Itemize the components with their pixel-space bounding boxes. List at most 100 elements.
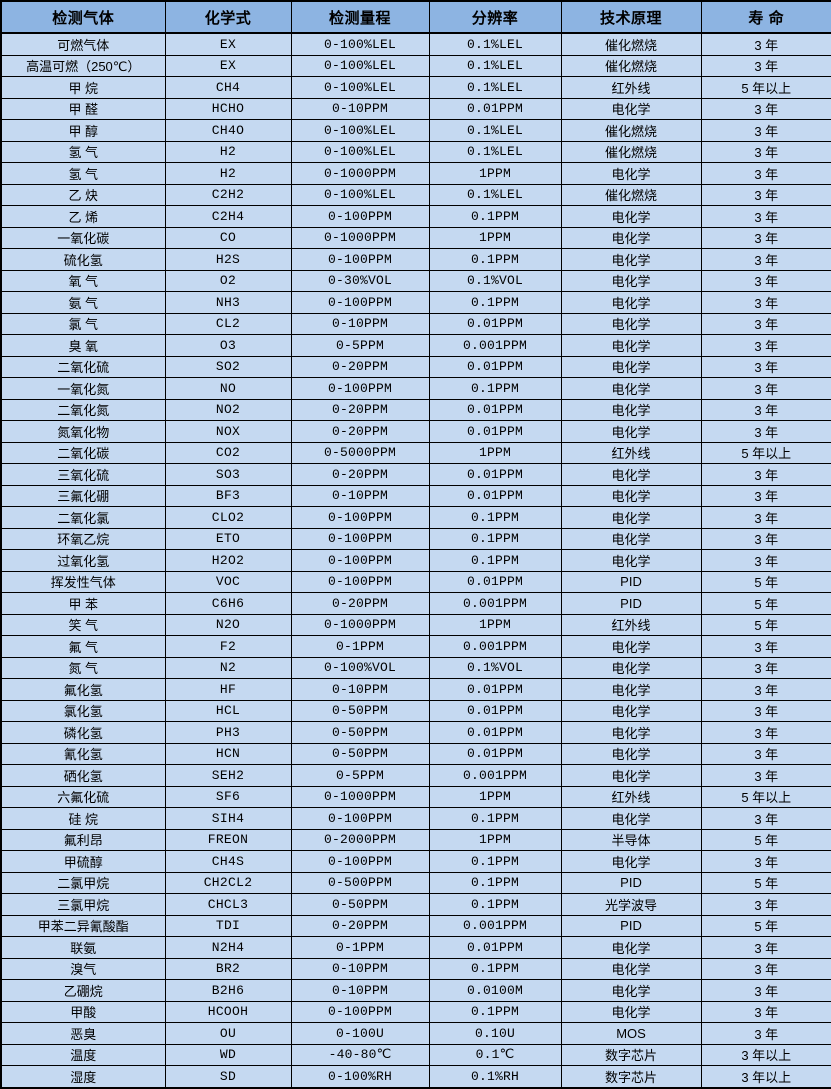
table-body: 可燃气体 EX 0-100%LEL 0.1%LEL 催化燃烧 3 年高温可燃（250℃） E… xyxy=(0,32,831,1089)
cell-range: 0-50PPM xyxy=(290,699,430,722)
cell-life: 5 年 xyxy=(700,914,831,937)
table-row: 湿度 SD 0-100%RH 0.1%RH 数字芯片 3 年以上 xyxy=(0,1065,831,1089)
cell-tech: 红外线 xyxy=(560,441,702,464)
cell-res: 0.1PPM xyxy=(428,893,562,916)
cell-life: 3 年 xyxy=(700,32,831,56)
table-row: 溴气 BR2 0-10PPM 0.1PPM 电化学 3 年 xyxy=(0,957,831,980)
cell-form: SO2 xyxy=(164,355,292,378)
cell-tech: 电化学 xyxy=(560,226,702,249)
cell-gas: 磷化氢 xyxy=(0,721,166,744)
cell-life: 5 年 xyxy=(700,828,831,851)
cell-gas: 乙 炔 xyxy=(0,183,166,206)
cell-range: 0-100PPM xyxy=(290,205,430,228)
table-row: 二氧化硫 SO2 0-20PPM 0.01PPM 电化学 3 年 xyxy=(0,355,831,378)
cell-res: 0.01PPM xyxy=(428,699,562,722)
cell-res: 1PPM xyxy=(428,226,562,249)
cell-form: B2H6 xyxy=(164,979,292,1002)
table-row: 氨 气 NH3 0-100PPM 0.1PPM 电化学 3 年 xyxy=(0,291,831,314)
cell-tech: 电化学 xyxy=(560,807,702,830)
cell-form: CLO2 xyxy=(164,506,292,529)
cell-range: 0-100PPM xyxy=(290,1000,430,1023)
cell-tech: 电化学 xyxy=(560,936,702,959)
cell-res: 0.001PPM xyxy=(428,592,562,615)
table-row: 氮氧化物 NOX 0-20PPM 0.01PPM 电化学 3 年 xyxy=(0,420,831,443)
cell-life: 3 年 xyxy=(700,269,831,292)
cell-res: 0.01PPM xyxy=(428,420,562,443)
cell-tech: 电化学 xyxy=(560,549,702,572)
cell-form: CHCL3 xyxy=(164,893,292,916)
cell-tech: 电化学 xyxy=(560,334,702,357)
table-row: 六氟化硫 SF6 0-1000PPM 1PPM 红外线 5 年以上 xyxy=(0,785,831,808)
cell-res: 0.01PPM xyxy=(428,398,562,421)
cell-res: 0.1%LEL xyxy=(428,119,562,142)
column-header-technology: 技术原理 xyxy=(560,0,702,34)
cell-res: 0.1PPM xyxy=(428,248,562,271)
cell-gas: 过氧化氢 xyxy=(0,549,166,572)
cell-range: 0-20PPM xyxy=(290,398,430,421)
cell-range: 0-10PPM xyxy=(290,312,430,335)
cell-res: 1PPM xyxy=(428,785,562,808)
cell-res: 0.01PPM xyxy=(428,936,562,959)
cell-gas: 氯化氢 xyxy=(0,699,166,722)
cell-res: 0.1%RH xyxy=(428,1065,562,1089)
cell-range: 0-20PPM xyxy=(290,463,430,486)
cell-tech: 电化学 xyxy=(560,742,702,765)
cell-gas: 乙 烯 xyxy=(0,205,166,228)
table-row: 可燃气体 EX 0-100%LEL 0.1%LEL 催化燃烧 3 年 xyxy=(0,32,831,56)
cell-range: 0-2000PPM xyxy=(290,828,430,851)
cell-form: PH3 xyxy=(164,721,292,744)
cell-range: 0-100%LEL xyxy=(290,183,430,206)
cell-form: CH2CL2 xyxy=(164,871,292,894)
cell-gas: 三氯甲烷 xyxy=(0,893,166,916)
cell-gas: 氢 气 xyxy=(0,140,166,163)
cell-life: 3 年以上 xyxy=(700,1065,831,1089)
cell-tech: 催化燃烧 xyxy=(560,140,702,163)
cell-form: HCOOH xyxy=(164,1000,292,1023)
cell-form: CO2 xyxy=(164,441,292,464)
cell-gas: 六氟化硫 xyxy=(0,785,166,808)
cell-life: 3 年 xyxy=(700,140,831,163)
table-row: 氟化氢 HF 0-10PPM 0.01PPM 电化学 3 年 xyxy=(0,678,831,701)
cell-res: 1PPM xyxy=(428,613,562,636)
cell-res: 0.1PPM xyxy=(428,871,562,894)
cell-life: 3 年 xyxy=(700,979,831,1002)
cell-gas: 氨 气 xyxy=(0,291,166,314)
cell-tech: 电化学 xyxy=(560,463,702,486)
cell-gas: 氮氧化物 xyxy=(0,420,166,443)
cell-tech: 电化学 xyxy=(560,420,702,443)
cell-res: 1PPM xyxy=(428,441,562,464)
cell-life: 3 年 xyxy=(700,764,831,787)
table-row: 二氧化氮 NO2 0-20PPM 0.01PPM 电化学 3 年 xyxy=(0,398,831,421)
cell-form: SO3 xyxy=(164,463,292,486)
cell-form: N2H4 xyxy=(164,936,292,959)
cell-tech: 催化燃烧 xyxy=(560,54,702,77)
cell-form: NOX xyxy=(164,420,292,443)
cell-range: 0-10PPM xyxy=(290,957,430,980)
cell-form: H2O2 xyxy=(164,549,292,572)
table-row: 联氨 N2H4 0-1PPM 0.01PPM 电化学 3 年 xyxy=(0,936,831,959)
cell-gas: 甲 苯 xyxy=(0,592,166,615)
cell-res: 0.1PPM xyxy=(428,205,562,228)
cell-res: 0.1PPM xyxy=(428,506,562,529)
cell-range: 0-100%LEL xyxy=(290,32,430,56)
cell-tech: 电化学 xyxy=(560,162,702,185)
table-row: 恶臭 OU 0-100U 0.10U MOS 3 年 xyxy=(0,1022,831,1045)
cell-form: N2O xyxy=(164,613,292,636)
cell-gas: 氮 气 xyxy=(0,656,166,679)
cell-res: 0.01PPM xyxy=(428,742,562,765)
cell-gas: 环氧乙烷 xyxy=(0,527,166,550)
column-header-resolution: 分辨率 xyxy=(428,0,562,34)
cell-res: 0.1PPM xyxy=(428,527,562,550)
table-row: 甲苯二异氰酸酯 TDI 0-20PPM 0.001PPM PID 5 年 xyxy=(0,914,831,937)
cell-tech: 电化学 xyxy=(560,721,702,744)
cell-form: VOC xyxy=(164,570,292,593)
cell-res: 0.0100M xyxy=(428,979,562,1002)
cell-tech: 电化学 xyxy=(560,656,702,679)
cell-form: NO xyxy=(164,377,292,400)
cell-res: 0.01PPM xyxy=(428,355,562,378)
cell-life: 3 年 xyxy=(700,463,831,486)
table-row: 笑 气 N2O 0-1000PPM 1PPM 红外线 5 年 xyxy=(0,613,831,636)
cell-range: 0-100U xyxy=(290,1022,430,1045)
cell-res: 0.01PPM xyxy=(428,721,562,744)
cell-res: 0.1%LEL xyxy=(428,54,562,77)
